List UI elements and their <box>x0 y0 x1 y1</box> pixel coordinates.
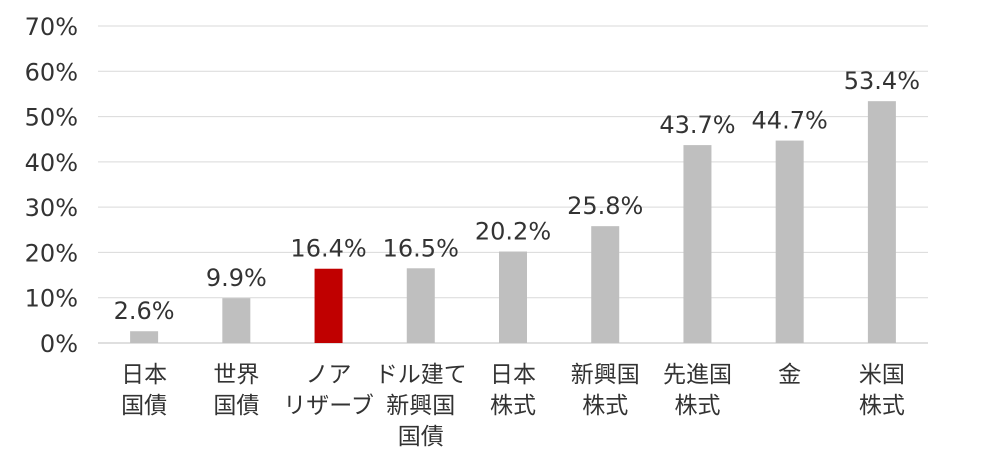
bar <box>591 226 620 343</box>
category-label: 日本 <box>121 362 167 388</box>
bar <box>867 101 896 343</box>
y-tick-label: 40% <box>25 149 78 177</box>
bars <box>130 101 896 343</box>
data-label: 53.4% <box>844 67 920 95</box>
data-label: 43.7% <box>659 111 735 139</box>
category-label: 金 <box>778 362 801 388</box>
category-label: 国債 <box>121 393 167 419</box>
category-label: リザーブ <box>283 393 374 419</box>
data-label: 16.5% <box>383 234 459 262</box>
data-label: 25.8% <box>567 192 643 220</box>
category-label: 株式 <box>490 393 536 419</box>
category-label: 国債 <box>398 424 444 450</box>
category-label: 国債 <box>213 393 259 419</box>
y-tick-label: 0% <box>40 330 78 358</box>
y-tick-label: 30% <box>25 194 78 222</box>
category-label: ドル建て <box>375 362 467 388</box>
data-label: 44.7% <box>752 107 828 135</box>
category-label: 新興国 <box>571 362 640 388</box>
y-tick-label: 70% <box>25 13 78 41</box>
category-label: 先進国 <box>663 362 732 388</box>
bar <box>683 145 712 343</box>
y-tick-label: 20% <box>25 239 78 267</box>
bar <box>314 268 343 343</box>
category-label: 米国 <box>859 362 905 388</box>
y-tick-label: 50% <box>25 104 78 132</box>
data-label: 2.6% <box>114 297 175 325</box>
category-label: 日本 <box>490 362 536 388</box>
bar <box>130 331 159 343</box>
category-label: 新興国 <box>386 393 455 419</box>
data-label: 9.9% <box>206 264 267 292</box>
y-axis-tick-labels: 0% 10% 20% 30% 40% 50% 60% 70% <box>25 13 78 358</box>
category-label: 世界 <box>213 362 259 388</box>
category-label: 株式 <box>674 393 720 419</box>
data-label: 20.2% <box>475 218 551 246</box>
data-label: 16.4% <box>290 235 366 263</box>
bar <box>406 268 435 343</box>
bar <box>775 140 804 343</box>
category-label: 株式 <box>582 393 628 419</box>
y-tick-label: 10% <box>25 285 78 313</box>
data-labels: 2.6% 9.9% 16.4% 16.5% 20.2% 25.8% 43.7% 44.7% 53… <box>114 67 920 325</box>
bar <box>222 298 251 343</box>
category-label: ノア <box>306 362 352 388</box>
bar <box>499 251 527 343</box>
y-tick-label: 60% <box>25 58 78 86</box>
category-label: 株式 <box>859 393 905 419</box>
